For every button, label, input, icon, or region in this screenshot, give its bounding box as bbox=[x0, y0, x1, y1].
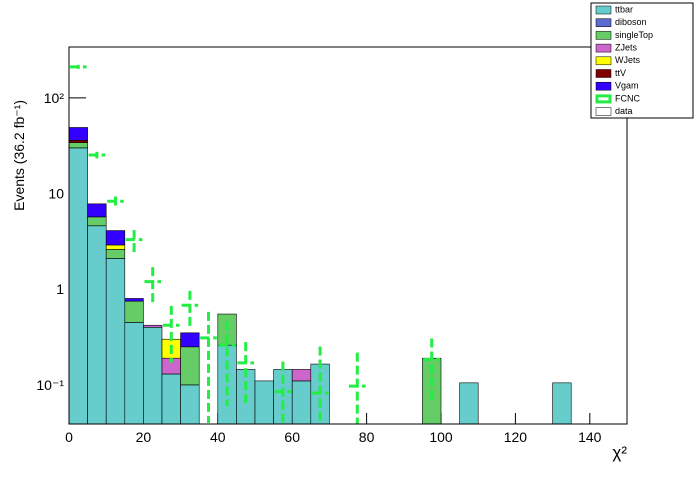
legend-swatch bbox=[595, 69, 612, 78]
bar-segment bbox=[87, 225, 107, 425]
x-tick-label: 40 bbox=[210, 429, 226, 445]
bar-segment bbox=[180, 346, 200, 386]
bar-segment bbox=[217, 344, 237, 425]
bar-segment bbox=[87, 216, 107, 227]
y-tick-label: 1 bbox=[56, 281, 64, 297]
bar-segment bbox=[87, 203, 107, 218]
x-tick-label: 100 bbox=[429, 429, 453, 445]
frame bbox=[68, 46, 628, 425]
legend-swatch bbox=[595, 43, 612, 53]
bar-segment bbox=[105, 249, 126, 259]
x-tick-label: 0 bbox=[65, 429, 73, 445]
bar-segment bbox=[124, 300, 144, 323]
x-axis-label: χ² bbox=[612, 443, 627, 462]
legend-swatch bbox=[595, 94, 612, 104]
bar-segment bbox=[161, 373, 181, 425]
bar-segment bbox=[143, 324, 163, 328]
bar-segment bbox=[180, 384, 200, 425]
x-tick-label: 80 bbox=[359, 429, 375, 445]
legend-swatch bbox=[595, 5, 612, 15]
legend-label: diboson bbox=[615, 17, 647, 27]
legend-swatch bbox=[595, 107, 612, 116]
bar-segment bbox=[291, 380, 312, 425]
legend-swatch bbox=[595, 56, 612, 66]
y-tick-label: 10⁻¹ bbox=[36, 377, 64, 393]
x-tick-label: 140 bbox=[578, 429, 602, 445]
y-tick-label: 10 bbox=[48, 186, 64, 202]
bar-segment bbox=[68, 127, 88, 141]
legend-label: data bbox=[615, 106, 633, 116]
legend: ttbar diboson singleTop ZJets WJets ttV Vgam FC… bbox=[595, 4, 653, 116]
bar-segment bbox=[68, 147, 88, 425]
legend-label: ttV bbox=[615, 68, 626, 78]
y-tick-label: 10² bbox=[44, 90, 65, 106]
legend-swatch bbox=[595, 81, 612, 91]
legend-label: ttbar bbox=[615, 4, 633, 14]
legend-swatch bbox=[595, 18, 612, 27]
legend-label: FCNC bbox=[615, 93, 640, 103]
bar-segment bbox=[552, 382, 572, 425]
y-axis-label: Events (36.2 fb⁻¹) bbox=[11, 100, 27, 211]
legend-label: Vgam bbox=[615, 81, 639, 91]
bar-segment bbox=[105, 258, 126, 425]
bar-segment bbox=[105, 230, 126, 246]
bar-segment bbox=[459, 382, 479, 425]
x-tick-label: 120 bbox=[504, 429, 528, 445]
bar-segment bbox=[143, 326, 163, 425]
legend-label: ZJets bbox=[615, 42, 638, 52]
bar-segment bbox=[124, 322, 144, 425]
bar-segment bbox=[68, 140, 88, 143]
bar-segment bbox=[254, 380, 274, 425]
bar-segment bbox=[68, 142, 88, 149]
bar-segment bbox=[291, 369, 312, 382]
legend-label: singleTop bbox=[615, 30, 653, 40]
bar-segment bbox=[105, 244, 126, 250]
x-tick-label: 60 bbox=[284, 429, 300, 445]
bar-segment bbox=[124, 298, 144, 302]
legend-swatch bbox=[595, 31, 612, 40]
plot-area: 0 20 40 60 80 100 120 140 10⁻¹ 1 10 10² bbox=[36, 64, 602, 445]
bar-segment bbox=[180, 332, 200, 348]
x-tick-label: 20 bbox=[136, 429, 152, 445]
legend-label: WJets bbox=[615, 55, 641, 65]
